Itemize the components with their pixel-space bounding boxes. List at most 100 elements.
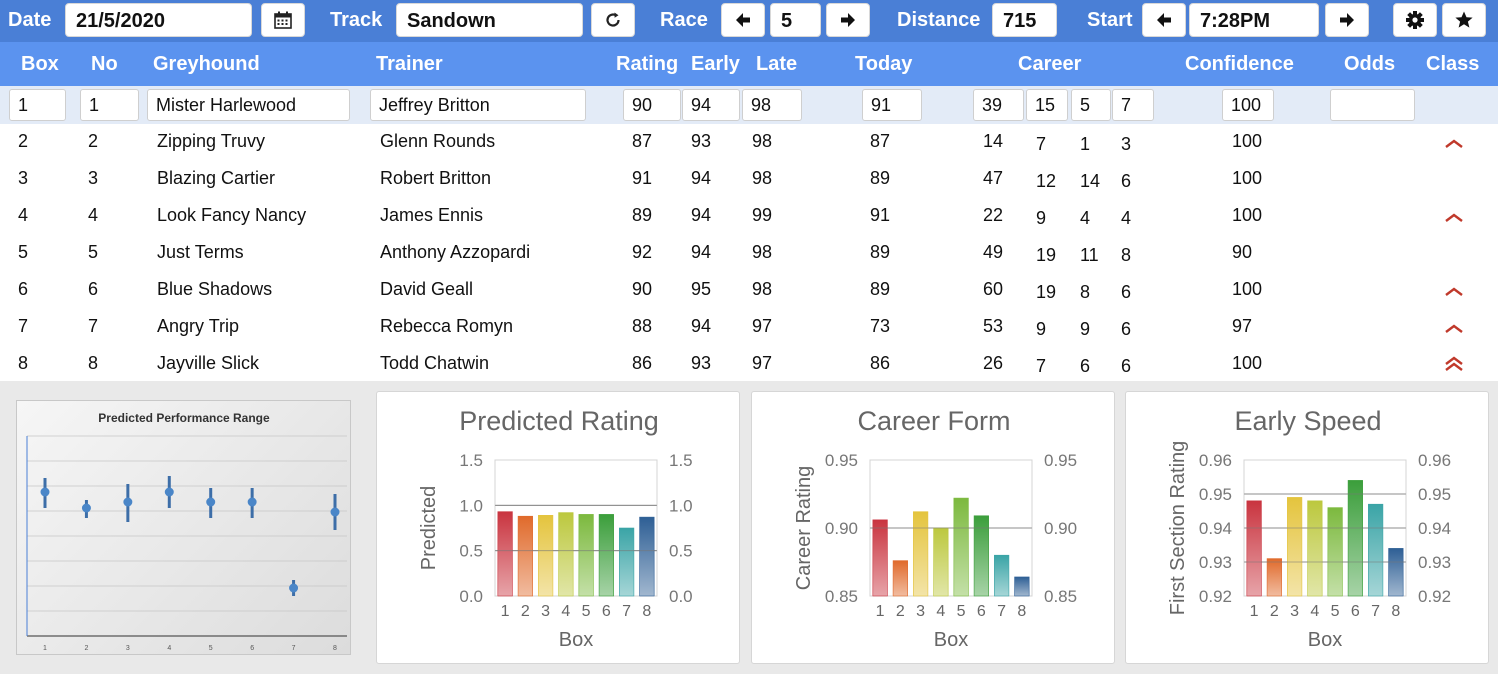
distance-input[interactable]: 715 [992, 3, 1057, 37]
refresh-icon [606, 12, 620, 27]
rating-cell: 87 [632, 131, 653, 151]
table-row[interactable]: 8 8 Jayville Slick Todd Chatwin 86 93 97 86 26 7 6… [0, 346, 1498, 383]
trainer-cell: David Geall [380, 279, 474, 299]
bar [1388, 548, 1404, 597]
confidence-field[interactable]: 100 [1222, 89, 1274, 121]
col-early[interactable]: Early [691, 53, 740, 75]
x-tick-label: 6 [250, 645, 254, 652]
calendar-icon [274, 11, 292, 29]
data-point [81, 503, 91, 513]
late-field[interactable]: 98 [742, 89, 802, 121]
table-row[interactable]: 2 2 Zipping Truvy Glenn Rounds 87 93 98 87 14 7 1 3… [0, 124, 1498, 161]
y-tick-label: 0.5 [459, 542, 483, 561]
x-tick-label: 6 [602, 603, 611, 620]
x-tick-label: 8 [1391, 603, 1400, 620]
career-thirds-cell: 8 [1121, 245, 1132, 265]
box-field[interactable]: 1 [9, 89, 66, 121]
odds-field[interactable] [1330, 89, 1415, 121]
date-input[interactable]: 21/5/2020 [65, 3, 252, 37]
greyhound-cell: Blazing Cartier [157, 168, 276, 188]
rating-cell: 92 [632, 242, 653, 262]
track-label: Track [330, 9, 383, 31]
start-next-button[interactable] [1325, 3, 1369, 37]
early-cell: 94 [691, 242, 712, 262]
col-career[interactable]: Career [1018, 53, 1082, 75]
x-axis-label: Box [559, 629, 593, 651]
settings-button[interactable] [1393, 3, 1437, 37]
x-tick-label: 3 [126, 645, 130, 652]
x-tick-label: 2 [1270, 603, 1279, 620]
y-tick-label: 0.85 [825, 587, 858, 606]
career-wins-cell: 12 [1036, 171, 1057, 191]
chart-title: Predicted Rating [459, 406, 659, 436]
class-up-icon [1445, 139, 1463, 148]
charts-area: Predicted Performance Range 1 2 3 4 5 6 7 8 Pred… [0, 381, 1498, 674]
race-prev-button[interactable] [721, 3, 765, 37]
race-next-button[interactable] [826, 3, 870, 37]
col-trainer[interactable]: Trainer [376, 53, 443, 75]
col-class[interactable]: Class [1426, 53, 1480, 75]
table-row[interactable]: 6 6 Blue Shadows David Geall 90 95 98 89 60 19 8 6 1… [0, 272, 1498, 309]
x-tick-label: 5 [209, 645, 213, 652]
table-row[interactable]: 4 4 Look Fancy Nancy James Ennis 89 94 99 91 22 9… [0, 198, 1498, 235]
today-field[interactable]: 91 [862, 89, 922, 121]
bar [517, 515, 533, 597]
favorite-button[interactable] [1442, 3, 1486, 37]
early-field[interactable]: 94 [682, 89, 740, 121]
col-no[interactable]: No [91, 53, 118, 75]
no-field[interactable]: 1 [80, 89, 139, 121]
x-tick-label: 7 [622, 603, 631, 620]
confidence-cell: 100 [1232, 279, 1263, 299]
career-starts-cell: 47 [983, 168, 1004, 188]
trainer-cell: Glenn Rounds [380, 131, 496, 151]
trainer-field[interactable]: Jeffrey Britton [370, 89, 586, 121]
career-starts-cell: 14 [983, 131, 1004, 151]
career-starts-field[interactable]: 39 [973, 89, 1024, 121]
greyhound-field[interactable]: Mister Harlewood [147, 89, 350, 121]
table-row[interactable]: 3 3 Blazing Cartier Robert Britton 91 94 98 89 4… [0, 161, 1498, 198]
col-greyhound[interactable]: Greyhound [153, 53, 260, 75]
career-wins-field[interactable]: 15 [1026, 89, 1068, 121]
col-late[interactable]: Late [756, 53, 798, 75]
track-input[interactable]: Sandown [396, 3, 583, 37]
career-starts-cell: 53 [983, 316, 1004, 336]
trainer-cell: Anthony Azzopardi [380, 242, 531, 262]
career-seconds-field[interactable]: 5 [1071, 89, 1111, 121]
y-tick-label: 0.96 [1199, 451, 1232, 470]
col-confidence[interactable]: Confidence [1185, 53, 1294, 75]
race-input[interactable]: 5 [770, 3, 821, 37]
chart-title: Predicted Performance Range [98, 411, 270, 425]
career-wins-cell: 19 [1036, 245, 1057, 265]
no-cell: 2 [88, 131, 99, 151]
early-cell: 94 [691, 316, 712, 336]
race-label: Race [660, 9, 708, 31]
x-tick-label: 3 [916, 603, 925, 620]
x-tick-label: 8 [1017, 603, 1026, 620]
y-axis-label: Career Rating [793, 466, 815, 591]
col-rating[interactable]: Rating [616, 53, 679, 75]
box-cell: 4 [18, 205, 29, 225]
career-thirds-field[interactable]: 7 [1112, 89, 1154, 121]
selected-row[interactable]: 1 1 Mister Harlewood Jeffrey Britton 90 … [0, 86, 1498, 124]
bar [1368, 503, 1384, 597]
start-time-input[interactable]: 7:28PM [1189, 3, 1319, 37]
late-cell: 98 [752, 131, 773, 151]
chart-title: Career Form [857, 406, 1010, 436]
start-prev-button[interactable] [1142, 3, 1186, 37]
x-tick-label: 5 [1331, 603, 1340, 620]
table-row[interactable]: 7 7 Angry Trip Rebecca Romyn 88 94 97 73 53 9 9 6 97 [0, 309, 1498, 346]
table-row[interactable]: 5 5 Just Terms Anthony Azzopardi 92 94 98 89 49 1… [0, 235, 1498, 272]
y2-tick-label: 0.95 [1418, 485, 1451, 504]
col-today[interactable]: Today [855, 53, 913, 75]
arrow-right-icon [1340, 13, 1354, 27]
bar [538, 515, 554, 597]
calendar-button[interactable] [261, 3, 305, 37]
col-odds[interactable]: Odds [1344, 53, 1396, 75]
x-tick-label: 1 [501, 603, 510, 620]
refresh-button[interactable] [591, 3, 635, 37]
greyhound-cell: Look Fancy Nancy [157, 205, 307, 225]
x-tick-label: 7 [292, 645, 296, 652]
col-box[interactable]: Box [21, 53, 59, 75]
rating-field[interactable]: 90 [623, 89, 681, 121]
today-cell: 86 [870, 353, 891, 373]
